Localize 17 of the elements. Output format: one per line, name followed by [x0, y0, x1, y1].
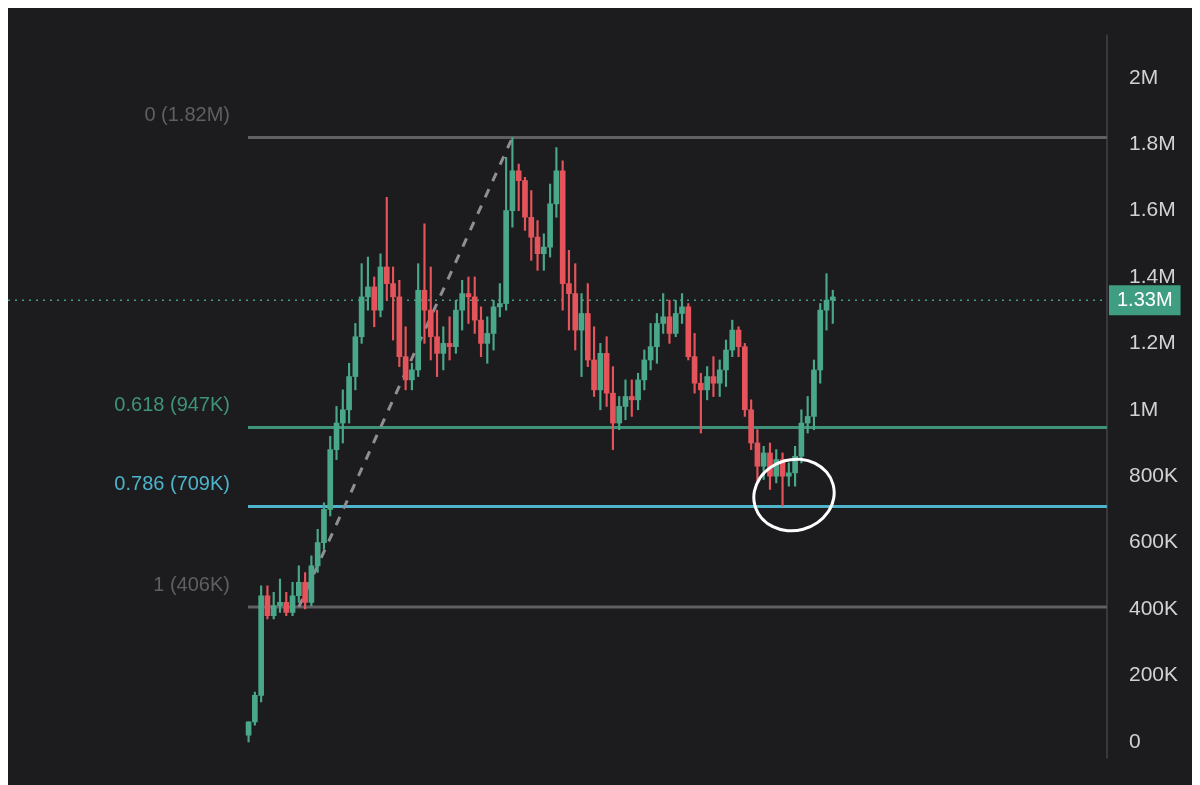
y-tick-label: 0: [1128, 728, 1141, 752]
y-tick-label: 1.4M: [1128, 263, 1176, 287]
y-tick-label: 1.8M: [1128, 130, 1176, 154]
y-tick-label: 1.2M: [1128, 330, 1176, 354]
ref-line-label: 0.618 (947K): [114, 392, 230, 415]
candlestick: [710, 356, 717, 397]
y-tick-label: 2M: [1128, 64, 1159, 88]
ref-line-label: 1 (406K): [153, 572, 230, 595]
y-tick-label: 1M: [1128, 396, 1159, 420]
y-tick-label: 400K: [1128, 595, 1178, 619]
y-tick-label: 200K: [1128, 662, 1178, 686]
y-tick-label: 600K: [1128, 529, 1178, 553]
ref-line-label: 0.786 (709K): [114, 471, 230, 494]
y-tick-label: 800K: [1128, 462, 1178, 486]
ref-line-label: 0 (1.82M): [144, 103, 230, 126]
y-tick-label: 1.6M: [1128, 197, 1176, 221]
ref-line-label: 1.33M: [1116, 287, 1173, 310]
